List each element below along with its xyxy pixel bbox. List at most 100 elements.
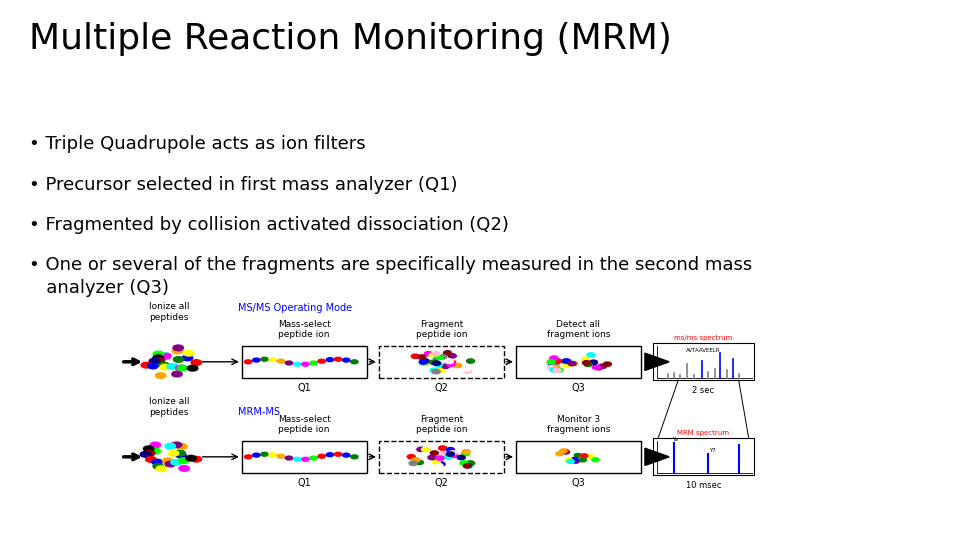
Circle shape [318, 359, 325, 363]
Circle shape [579, 458, 587, 462]
Circle shape [445, 359, 453, 363]
Circle shape [191, 456, 202, 462]
Circle shape [326, 357, 333, 362]
Circle shape [148, 363, 158, 369]
Circle shape [457, 455, 466, 460]
Circle shape [462, 450, 470, 454]
Circle shape [421, 447, 430, 451]
Circle shape [155, 357, 165, 363]
Text: Q3: Q3 [571, 478, 586, 488]
Circle shape [261, 453, 268, 456]
Circle shape [285, 456, 293, 460]
Circle shape [454, 363, 462, 368]
Circle shape [592, 458, 599, 462]
Circle shape [463, 367, 470, 371]
Text: Multiple Reaction Monitoring (MRM): Multiple Reaction Monitoring (MRM) [29, 22, 672, 56]
Circle shape [172, 348, 182, 354]
Circle shape [310, 361, 317, 365]
Circle shape [429, 360, 438, 364]
Circle shape [343, 358, 349, 362]
Circle shape [437, 462, 445, 466]
Text: Q2: Q2 [434, 383, 448, 393]
Circle shape [173, 345, 183, 350]
Circle shape [430, 451, 439, 455]
Circle shape [277, 454, 284, 458]
Circle shape [562, 449, 568, 454]
Text: Ionize all
peptides: Ionize all peptides [149, 397, 189, 417]
Circle shape [334, 453, 342, 456]
Circle shape [434, 355, 442, 360]
Text: Mass-select
peptide ion: Mass-select peptide ion [277, 415, 330, 434]
Circle shape [432, 352, 440, 356]
Circle shape [424, 352, 432, 356]
Circle shape [462, 451, 469, 456]
Circle shape [417, 447, 425, 451]
Circle shape [183, 350, 194, 356]
Circle shape [583, 361, 590, 365]
Circle shape [592, 365, 600, 369]
Circle shape [160, 353, 171, 359]
Circle shape [581, 454, 588, 458]
Circle shape [550, 368, 558, 372]
Circle shape [420, 361, 428, 365]
Circle shape [269, 453, 276, 457]
Text: • One or several of the fragments are specifically measured in the second mass
 : • One or several of the fragments are sp… [29, 256, 752, 296]
Circle shape [252, 358, 260, 362]
Circle shape [245, 455, 252, 459]
Circle shape [182, 355, 193, 361]
Circle shape [460, 461, 468, 465]
Circle shape [301, 362, 309, 366]
Circle shape [171, 442, 181, 448]
Circle shape [175, 450, 185, 456]
Circle shape [150, 448, 160, 454]
Circle shape [179, 465, 189, 471]
Circle shape [448, 451, 457, 455]
Circle shape [446, 452, 454, 456]
Circle shape [310, 456, 317, 460]
Text: ms/ms spectrum: ms/ms spectrum [674, 335, 732, 341]
Bar [516, 346, 641, 378]
Circle shape [464, 369, 471, 373]
Circle shape [464, 464, 471, 468]
Circle shape [191, 360, 202, 366]
Circle shape [567, 460, 574, 463]
Circle shape [564, 363, 571, 368]
Circle shape [150, 442, 160, 448]
Circle shape [411, 354, 420, 359]
Circle shape [563, 450, 569, 454]
Circle shape [587, 455, 594, 458]
Circle shape [442, 364, 450, 368]
Circle shape [153, 463, 163, 469]
Circle shape [252, 453, 260, 457]
Text: • Triple Quadrupole acts as ion filters: • Triple Quadrupole acts as ion filters [29, 135, 366, 153]
Text: Q1: Q1 [298, 478, 311, 488]
Circle shape [554, 359, 562, 363]
Circle shape [294, 457, 300, 461]
Circle shape [446, 448, 454, 452]
Bar [242, 346, 367, 378]
Circle shape [176, 365, 186, 371]
Circle shape [409, 461, 417, 465]
Bar [653, 438, 754, 475]
Circle shape [548, 362, 557, 367]
Circle shape [407, 455, 416, 459]
Text: Q3: Q3 [571, 383, 586, 393]
Circle shape [156, 373, 166, 379]
Text: AVTAAVEELR: AVTAAVEELR [686, 348, 721, 353]
Circle shape [140, 451, 151, 457]
Text: MS/MS Operating Mode: MS/MS Operating Mode [238, 303, 351, 314]
Circle shape [582, 357, 589, 361]
Circle shape [432, 369, 440, 374]
Circle shape [560, 449, 567, 453]
Circle shape [261, 357, 268, 361]
Circle shape [556, 452, 564, 456]
Text: Fragment
peptide ion: Fragment peptide ion [416, 415, 468, 434]
Circle shape [153, 355, 163, 361]
Circle shape [447, 362, 455, 367]
Text: Fragment
peptide ion: Fragment peptide ion [416, 320, 468, 339]
Circle shape [285, 361, 293, 365]
Circle shape [294, 362, 300, 366]
Circle shape [465, 449, 472, 453]
Circle shape [429, 353, 437, 357]
Text: Y7: Y7 [709, 448, 716, 454]
